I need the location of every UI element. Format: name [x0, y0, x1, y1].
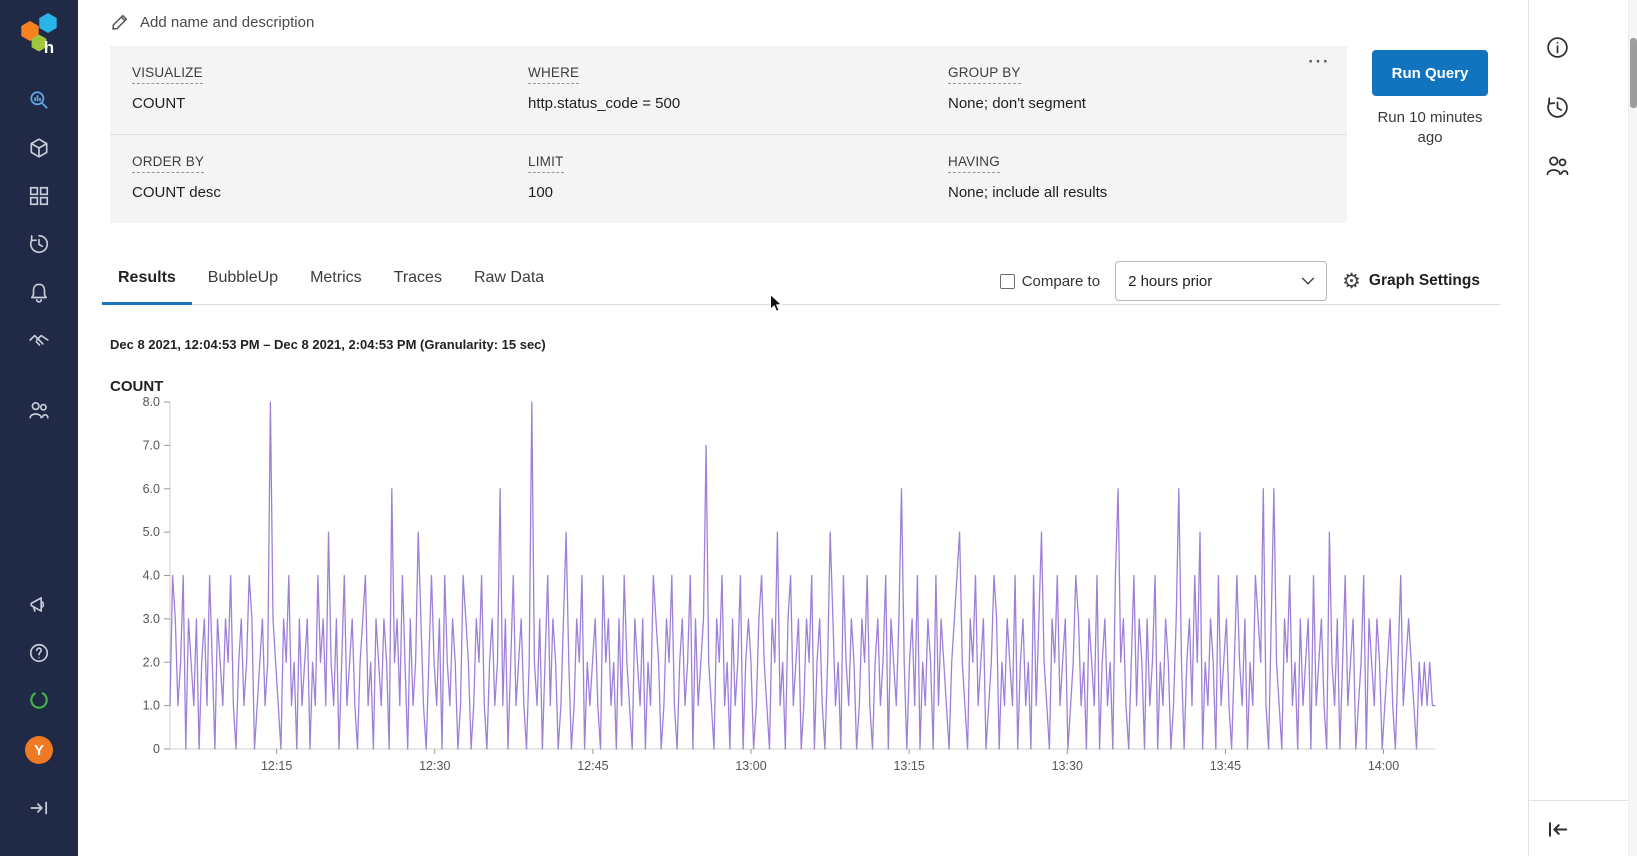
compare-period-dropdown[interactable]: 2 hours prior — [1115, 261, 1328, 301]
compare-period-value: 2 hours prior — [1128, 272, 1213, 290]
boards-icon[interactable] — [28, 185, 50, 207]
count-line-chart[interactable]: 0 1.0 2.0 3.0 4.0 5.0 6.0 7.0 8.0 12:15 12:30 12:45… — [110, 395, 1440, 779]
pencil-icon — [112, 14, 128, 30]
avatar-letter: Y — [33, 741, 44, 759]
time-range-label: Dec 8 2021, 12:04:53 PM – Dec 8 2021, 2:… — [110, 337, 546, 352]
results-chart[interactable]: 0 1.0 2.0 3.0 4.0 5.0 6.0 7.0 8.0 12:15 12:30 12:45… — [110, 395, 1528, 784]
info-icon[interactable] — [1545, 35, 1570, 60]
team-icon[interactable] — [28, 399, 50, 421]
last-run-note: Run 10 minutes ago — [1377, 109, 1483, 146]
svg-text:13:45: 13:45 — [1210, 759, 1241, 773]
query-builder-panel: ⋯ VISUALIZE COUNT WHERE http.status_code… — [110, 46, 1347, 223]
svg-text:8.0: 8.0 — [143, 397, 160, 409]
query-history-icon[interactable] — [1545, 95, 1570, 120]
page-scrollbar[interactable] — [1628, 0, 1637, 856]
field-having[interactable]: HAVING None; include all results — [948, 153, 1347, 201]
field-visualize[interactable]: VISUALIZE COUNT — [132, 64, 528, 112]
svg-text:13:00: 13:00 — [735, 759, 766, 773]
field-order-by-label[interactable]: ORDER BY — [132, 154, 205, 173]
tab-metrics[interactable]: Metrics — [310, 269, 362, 286]
edit-name-control[interactable]: Add name and description — [110, 10, 314, 34]
svg-text:2.0: 2.0 — [143, 655, 160, 669]
collapse-panel-icon[interactable] — [1545, 817, 1570, 842]
help-icon[interactable] — [28, 642, 50, 664]
chevron-down-icon — [1301, 277, 1315, 285]
svg-text:3.0: 3.0 — [143, 612, 160, 626]
field-order-by-value[interactable]: COUNT desc — [132, 184, 221, 201]
svg-text:7.0: 7.0 — [143, 438, 160, 452]
field-visualize-label[interactable]: VISUALIZE — [132, 65, 203, 84]
compare-label: Compare to — [1021, 272, 1101, 290]
field-limit-label[interactable]: LIMIT — [528, 154, 564, 173]
graph-settings-label: Graph Settings — [1368, 272, 1480, 289]
logo-hex-orange — [21, 21, 39, 41]
field-order-by[interactable]: ORDER BY COUNT desc — [132, 153, 528, 201]
usage-status-icon[interactable] — [28, 689, 50, 711]
field-having-label[interactable]: HAVING — [948, 154, 1000, 173]
tab-bubbleup[interactable]: BubbleUp — [207, 269, 279, 286]
right-toolbar-footer — [1529, 800, 1637, 856]
svg-text:1.0: 1.0 — [143, 699, 160, 713]
query-menu-button[interactable]: ⋯ — [1307, 48, 1331, 73]
field-where[interactable]: WHERE http.status_code = 500 — [528, 64, 948, 112]
field-limit[interactable]: LIMIT 100 — [528, 153, 948, 201]
history-icon[interactable] — [28, 233, 50, 255]
main-content: Add name and description ⋯ VISUALIZE COU… — [78, 0, 1528, 856]
svg-text:6.0: 6.0 — [143, 482, 160, 496]
svg-text:5.0: 5.0 — [143, 525, 160, 539]
logo-hex-green — [31, 34, 47, 52]
field-visualize-value[interactable]: COUNT — [132, 95, 186, 112]
slos-handshake-icon[interactable] — [28, 329, 50, 351]
svg-text:12:30: 12:30 — [419, 759, 450, 773]
gear-icon: ⚙ — [1342, 269, 1361, 293]
datasets-icon[interactable] — [28, 137, 50, 159]
honeycomb-logo[interactable]: h — [16, 10, 62, 57]
right-toolbar — [1528, 0, 1637, 856]
triggers-bell-icon[interactable] — [28, 281, 50, 303]
svg-text:h: h — [44, 38, 54, 56]
graph-settings-button[interactable]: ⚙ Graph Settings — [1342, 271, 1480, 292]
run-query-area: Run Query Run 10 minutes ago — [1372, 50, 1488, 147]
field-where-label[interactable]: WHERE — [528, 65, 580, 84]
tab-traces[interactable]: Traces — [393, 269, 442, 286]
user-avatar[interactable]: Y — [25, 736, 53, 764]
edit-name-label: Add name and description — [140, 13, 315, 31]
compare-checkbox[interactable] — [999, 273, 1015, 289]
compare-to-control[interactable]: Compare to — [999, 272, 1101, 290]
left-nav-sidebar: h — [0, 0, 78, 856]
expand-sidebar-icon[interactable] — [28, 797, 50, 819]
tab-raw-data[interactable]: Raw Data — [473, 269, 545, 286]
svg-text:13:30: 13:30 — [1052, 759, 1083, 773]
svg-text:13:15: 13:15 — [893, 759, 924, 773]
results-tabs-row: Results BubbleUp Metrics Traces Raw Data… — [102, 259, 1500, 305]
logo-hex-blue — [39, 13, 57, 33]
team-activity-icon[interactable] — [1545, 153, 1570, 178]
field-limit-value[interactable]: 100 — [528, 184, 554, 201]
tab-results[interactable]: Results — [102, 259, 192, 305]
scrollbar-thumb[interactable] — [1630, 38, 1637, 108]
field-group-by-value[interactable]: None; don't segment — [948, 95, 1086, 112]
svg-text:14:00: 14:00 — [1368, 759, 1399, 773]
svg-text:12:45: 12:45 — [577, 759, 608, 773]
svg-text:12:15: 12:15 — [261, 759, 292, 773]
announcements-icon[interactable] — [28, 594, 50, 616]
svg-text:0: 0 — [153, 742, 160, 756]
field-where-value[interactable]: http.status_code = 500 — [528, 95, 681, 112]
run-query-button[interactable]: Run Query — [1372, 50, 1488, 96]
query-icon[interactable] — [28, 89, 50, 111]
field-group-by-label[interactable]: GROUP BY — [948, 65, 1021, 84]
field-group-by[interactable]: GROUP BY None; don't segment — [948, 64, 1347, 112]
svg-text:4.0: 4.0 — [143, 569, 160, 583]
chart-title: COUNT — [110, 378, 164, 395]
field-having-value[interactable]: None; include all results — [948, 184, 1108, 201]
